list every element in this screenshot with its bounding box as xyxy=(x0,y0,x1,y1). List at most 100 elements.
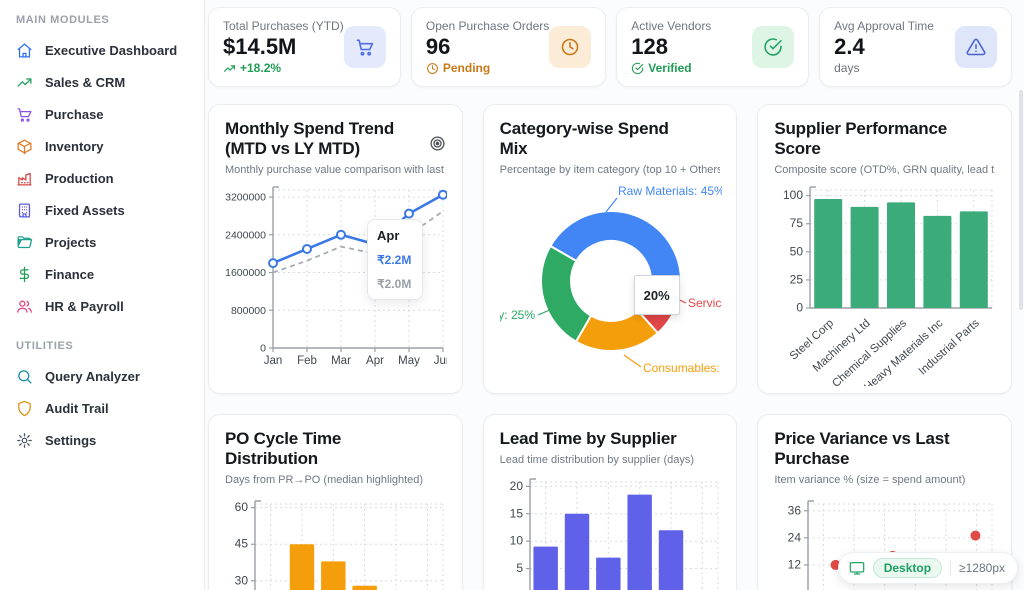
sidebar-item-label: Production xyxy=(45,170,114,186)
svg-text:800000: 800000 xyxy=(231,305,266,317)
svg-text:60: 60 xyxy=(235,500,249,514)
clock-icon xyxy=(549,26,592,68)
sidebar-item-production[interactable]: Production xyxy=(16,162,194,194)
gear-icon xyxy=(16,432,33,449)
kpi-value: 128 xyxy=(631,34,668,59)
sidebar-item-finance[interactable]: Finance xyxy=(16,258,194,290)
chart-title: Price Variance vs Last Purchase xyxy=(774,429,950,469)
sidebar-item-label: Executive Dashboard xyxy=(45,42,178,58)
building-icon xyxy=(16,202,33,219)
check-circle-icon xyxy=(632,62,644,74)
badge-divider xyxy=(950,561,952,575)
breakpoint-label: ≥1280px xyxy=(959,561,1005,575)
kpi-status: Verified xyxy=(631,61,711,75)
svg-text:Apr: Apr xyxy=(366,355,384,367)
scrollbar-thumb[interactable] xyxy=(1019,90,1023,310)
sidebar-item-sales-crm[interactable]: Sales & CRM xyxy=(16,66,194,98)
svg-text:20: 20 xyxy=(509,479,523,493)
factory-icon xyxy=(16,170,33,187)
sidebar-item-settings[interactable]: Settings xyxy=(16,424,194,456)
kpi-trend: +18.2% xyxy=(223,61,344,75)
sidebar-item-label: Fixed Assets xyxy=(45,202,125,218)
svg-text:24: 24 xyxy=(788,530,802,544)
sidebar-item-inventory[interactable]: Inventory xyxy=(16,130,194,162)
chart-card-category-spend-mix: Category-wise Spend Mix Percentage by it… xyxy=(482,104,738,394)
search-icon xyxy=(16,368,33,385)
chart-title: Monthly Spend Trend (MTD vs LY MTD) xyxy=(225,119,395,159)
kpi-label: Total Purchases (YTD) xyxy=(223,19,344,33)
kpi-card-avg-approval-time: Avg Approval Time 2.4 days xyxy=(819,7,1012,87)
kpi-value: 96 xyxy=(425,34,451,59)
kpi-card-total-purchases: Total Purchases (YTD) $14.5M +18.2% xyxy=(208,7,401,87)
chart-subtitle: Percentage by item category (top 10 + Ot… xyxy=(499,164,721,177)
monitor-icon xyxy=(849,560,865,576)
kpi-row: Total Purchases (YTD) $14.5M +18.2% Open… xyxy=(208,7,1012,87)
svg-text:30: 30 xyxy=(235,573,249,587)
sidebar-section-utilities: UTILITIES xyxy=(16,340,74,352)
kpi-status: Pending xyxy=(426,61,549,75)
check-circle-icon xyxy=(752,26,795,68)
sidebar-item-label: Sales & CRM xyxy=(45,74,126,90)
sidebar-item-label: HR & Payroll xyxy=(45,298,124,314)
svg-text:36: 36 xyxy=(788,503,802,517)
sidebar-item-label: Audit Trail xyxy=(45,400,109,416)
svg-text:25: 25 xyxy=(790,272,804,286)
chart-subtitle: Days from PR→PO (median highlighted) xyxy=(225,474,424,487)
sidebar-item-label: Purchase xyxy=(45,106,104,122)
sidebar-item-label: Finance xyxy=(45,266,95,282)
svg-text:Feb: Feb xyxy=(297,355,317,367)
svg-text:75: 75 xyxy=(790,216,804,230)
sidebar-item-label: Projects xyxy=(45,234,97,250)
monthly-spend-line-chart[interactable]: 0 800000 1600000 2400000 3200000 Jan Feb Mar Apr… xyxy=(225,186,447,371)
svg-text:15: 15 xyxy=(509,506,523,520)
sidebar-item-label: Query Analyzer xyxy=(45,368,140,384)
sidebar-item-executive-dashboard[interactable]: Executive Dashboard xyxy=(16,34,194,66)
chart-subtitle: Composite score (OTD%, GRN quality, lead… xyxy=(774,164,995,177)
svg-text:100: 100 xyxy=(783,188,803,202)
svg-text:0: 0 xyxy=(516,589,523,590)
sidebar: MAIN MODULES Executive Dashboard Sales &… xyxy=(0,0,205,590)
svg-text:Consumables: 20%: Consumables: 20% xyxy=(643,361,722,375)
kpi-value: $14.5M xyxy=(223,34,297,59)
line-chart-tooltip: Apr ₹2.2M ₹2.0M xyxy=(367,219,423,300)
sidebar-item-purchase[interactable]: Purchase xyxy=(16,98,194,130)
chart-title: Lead Time by Supplier xyxy=(499,429,677,448)
main-content: Total Purchases (YTD) $14.5M +18.2% Open… xyxy=(206,0,1024,590)
dollar-icon xyxy=(16,266,33,283)
svg-text:5: 5 xyxy=(516,561,523,575)
shield-icon xyxy=(16,400,33,417)
shopping-cart-icon xyxy=(16,106,33,123)
shopping-cart-icon xyxy=(343,26,386,68)
svg-text:Raw Materials: 45%: Raw Materials: 45% xyxy=(618,186,722,198)
breakpoint-badge: Desktop ≥1280px xyxy=(837,552,1018,584)
svg-text:12: 12 xyxy=(788,558,802,572)
lead-time-bar-chart[interactable]: 0 5 10 15 20 xyxy=(500,476,722,590)
kpi-value: 2.4 xyxy=(834,34,865,59)
chart-title: Category-wise Spend Mix xyxy=(499,119,669,159)
device-label: Desktop xyxy=(872,558,943,578)
svg-text:Jun: Jun xyxy=(434,355,447,367)
chart-subtitle: Item variance % (size = spend amount) xyxy=(774,474,966,487)
po-cycle-bar-chart[interactable]: 015304560 xyxy=(225,496,447,590)
sidebar-item-fixed-assets[interactable]: Fixed Assets xyxy=(16,194,194,226)
sidebar-item-query-analyzer[interactable]: Query Analyzer xyxy=(16,360,194,392)
sidebar-item-hr-payroll[interactable]: HR & Payroll xyxy=(16,290,194,322)
category-donut-chart[interactable]: Raw Materials: 45% Services: 10% Consumabl… xyxy=(500,186,722,386)
target-icon[interactable] xyxy=(429,135,446,157)
chart-card-po-cycle-time: PO Cycle Time Distribution Days from PR→… xyxy=(208,414,463,590)
sidebar-item-label: Inventory xyxy=(45,138,104,154)
sidebar-item-projects[interactable]: Projects xyxy=(16,226,194,258)
chart-subtitle: Lead time distribution by supplier (days… xyxy=(499,454,695,467)
svg-text:May: May xyxy=(398,355,420,367)
svg-text:Jan: Jan xyxy=(264,355,283,367)
svg-text:10: 10 xyxy=(509,534,523,548)
chart-card-lead-time: Lead Time by Supplier Lead time distribu… xyxy=(482,414,738,590)
chart-title: PO Cycle Time Distribution xyxy=(225,429,342,469)
folder-icon xyxy=(16,234,33,251)
svg-text:2400000: 2400000 xyxy=(225,229,266,241)
svg-text:50: 50 xyxy=(790,244,804,258)
svg-text:Services: 10%: Services: 10% xyxy=(688,296,722,310)
kpi-label: Avg Approval Time xyxy=(834,19,934,33)
sidebar-item-audit-trail[interactable]: Audit Trail xyxy=(16,392,194,424)
